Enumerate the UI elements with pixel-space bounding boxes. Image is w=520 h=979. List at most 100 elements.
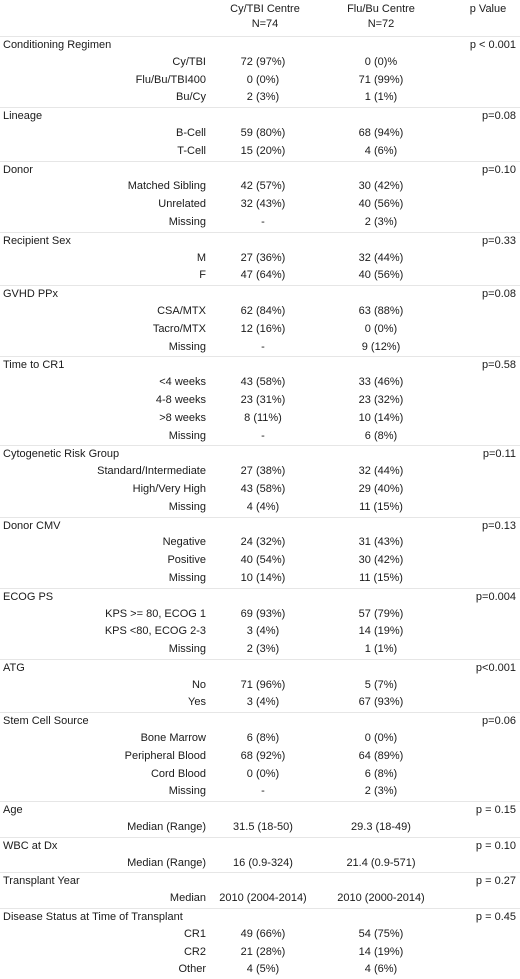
cy-tbi-value: 69 (93%) <box>240 607 286 620</box>
table-row: CR1 49 (66%) 54 (75%) <box>0 926 520 944</box>
table-row: Median (Range) 31.5 (18-50) 29.3 (18-49) <box>0 819 520 837</box>
flu-bu-value: 2 (3%) <box>364 215 398 228</box>
p-value: p=0.06 <box>482 715 516 728</box>
p-value: p<0.001 <box>475 661 516 674</box>
flu-bu-value: 32 (44%) <box>358 465 404 478</box>
flu-bu-value: 9 (12%) <box>361 340 401 353</box>
cy-tbi-value: 49 (66%) <box>240 927 286 940</box>
column-n: N=74 <box>251 18 279 30</box>
p-value: p = 0.27 <box>475 875 516 888</box>
section-label: ATG <box>3 661 25 674</box>
row-label: CSA/MTX <box>157 304 206 317</box>
row-label: Median <box>169 892 206 905</box>
table-row: CR2 21 (28%) 14 (19%) <box>0 944 520 962</box>
row-label: 4-8 weeks <box>155 393 206 406</box>
row-label: Cord Blood <box>150 767 206 780</box>
section-label: GVHD PPx <box>3 288 59 301</box>
table-row: Other 4 (5%) 4 (6%) <box>0 961 520 979</box>
table-row: Peripheral Blood 68 (92%) 64 (89%) <box>0 748 520 766</box>
column-title: Cy/TBI Centre <box>230 3 300 15</box>
flu-bu-value: 31 (43%) <box>358 536 404 549</box>
section-header-row: Transplant Year p = 0.27 <box>0 872 520 890</box>
flu-bu-value: 4 (6%) <box>364 963 398 976</box>
flu-bu-value: 0 (0%) <box>364 322 398 335</box>
cy-tbi-value: 4 (4%) <box>246 500 280 513</box>
table-row: B-Cell 59 (80%) 68 (94%) <box>0 125 520 143</box>
row-label: B-Cell <box>176 126 206 139</box>
cy-tbi-value: 4 (5%) <box>246 963 280 976</box>
cy-tbi-value: 10 (14%) <box>240 571 286 584</box>
section-header-row: GVHD PPx p=0.08 <box>0 285 520 303</box>
cy-tbi-value: 15 (20%) <box>240 144 286 157</box>
cy-tbi-value: 59 (80%) <box>240 126 286 139</box>
cy-tbi-value: 27 (38%) <box>240 465 286 478</box>
cy-tbi-value: 42 (57%) <box>240 180 286 193</box>
cy-tbi-value: 3 (4%) <box>246 625 280 638</box>
table-row: High/Very High 43 (58%) 29 (40%) <box>0 481 520 499</box>
row-label: Bone Marrow <box>140 732 206 745</box>
table-row: No 71 (96%) 5 (7%) <box>0 677 520 695</box>
table-row: Missing - 2 (3%) <box>0 214 520 232</box>
cy-tbi-value: 47 (64%) <box>240 269 286 282</box>
row-label: Standard/Intermediate <box>97 465 206 478</box>
flu-bu-value: 0 (0%) <box>364 732 398 745</box>
column-header-cy-tbi: Cy/TBI Centre N=74 <box>205 2 325 32</box>
section-label: Donor <box>3 163 33 176</box>
cy-tbi-value: 71 (96%) <box>240 678 286 691</box>
table-row: Positive 40 (54%) 30 (42%) <box>0 552 520 570</box>
p-value: p=0.11 <box>482 448 516 461</box>
row-label: Missing <box>168 785 206 798</box>
column-title: Flu/Bu Centre <box>347 3 415 15</box>
row-label: >8 weeks <box>159 411 206 424</box>
cy-tbi-value: 2010 (2004-2014) <box>219 892 307 905</box>
table-row: KPS >= 80, ECOG 1 69 (93%) 57 (79%) <box>0 606 520 624</box>
row-label: Bu/Cy <box>176 91 206 104</box>
flu-bu-value: 1 (1%) <box>364 91 398 104</box>
cy-tbi-value: 24 (32%) <box>240 536 286 549</box>
section-header-row: ECOG PS p=0.004 <box>0 587 520 606</box>
table-row: M 27 (36%) 32 (44%) <box>0 250 520 268</box>
row-label: Missing <box>168 643 206 656</box>
cy-tbi-value: 27 (36%) <box>240 251 286 264</box>
table-row: Bu/Cy 2 (3%) 1 (1%) <box>0 89 520 107</box>
flu-bu-value: 71 (99%) <box>358 73 404 86</box>
p-value: p=0.004 <box>475 590 516 603</box>
p-value: p=0.58 <box>482 359 516 372</box>
p-value: p=0.08 <box>482 110 516 123</box>
section-header-row: Cytogenetic Risk Group p=0.11 <box>0 445 520 463</box>
table-row: T-Cell 15 (20%) 4 (6%) <box>0 143 520 161</box>
section-label: Age <box>3 804 23 817</box>
flu-bu-value: 68 (94%) <box>358 126 404 139</box>
row-label: Tacro/MTX <box>152 322 206 335</box>
row-label: Flu/Bu/TBI400 <box>135 73 206 86</box>
table-row: Tacro/MTX 12 (16%) 0 (0%) <box>0 321 520 339</box>
flu-bu-value: 2010 (2000-2014) <box>337 892 425 905</box>
flu-bu-value: 40 (56%) <box>358 198 404 211</box>
p-value: p=0.33 <box>482 234 516 247</box>
section-header-row: Donor p=0.10 <box>0 160 520 179</box>
table-row: Bone Marrow 6 (8%) 0 (0%) <box>0 730 520 748</box>
row-label: No <box>191 678 206 691</box>
cy-tbi-value: - <box>261 429 265 442</box>
table-row: Missing 4 (4%) 11 (15%) <box>0 499 520 517</box>
table-row: Negative 24 (32%) 31 (43%) <box>0 534 520 552</box>
flu-bu-value: 2 (3%) <box>364 785 398 798</box>
p-value: p = 0.15 <box>475 804 516 817</box>
cy-tbi-value: 0 (0%) <box>246 73 280 86</box>
cy-tbi-value: - <box>261 215 265 228</box>
row-label: Missing <box>168 340 206 353</box>
flu-bu-value: 11 (15%) <box>359 571 403 584</box>
row-label: Yes <box>188 696 206 709</box>
row-label: F <box>199 269 206 282</box>
section-label: Time to CR1 <box>3 359 65 372</box>
table-row: <4 weeks 43 (58%) 33 (46%) <box>0 374 520 392</box>
flu-bu-value: 10 (14%) <box>358 411 404 424</box>
flu-bu-value: 29 (40%) <box>358 482 404 495</box>
section-header-row: Recipient Sex p=0.33 <box>0 231 520 250</box>
table-row: Cord Blood 0 (0%) 6 (8%) <box>0 766 520 784</box>
table-row: Matched Sibling 42 (57%) 30 (42%) <box>0 178 520 196</box>
cy-tbi-value: 32 (43%) <box>240 198 286 211</box>
row-label: Cy/TBI <box>172 55 206 68</box>
section-label: Lineage <box>3 110 43 123</box>
table-row: CSA/MTX 62 (84%) 63 (88%) <box>0 303 520 321</box>
